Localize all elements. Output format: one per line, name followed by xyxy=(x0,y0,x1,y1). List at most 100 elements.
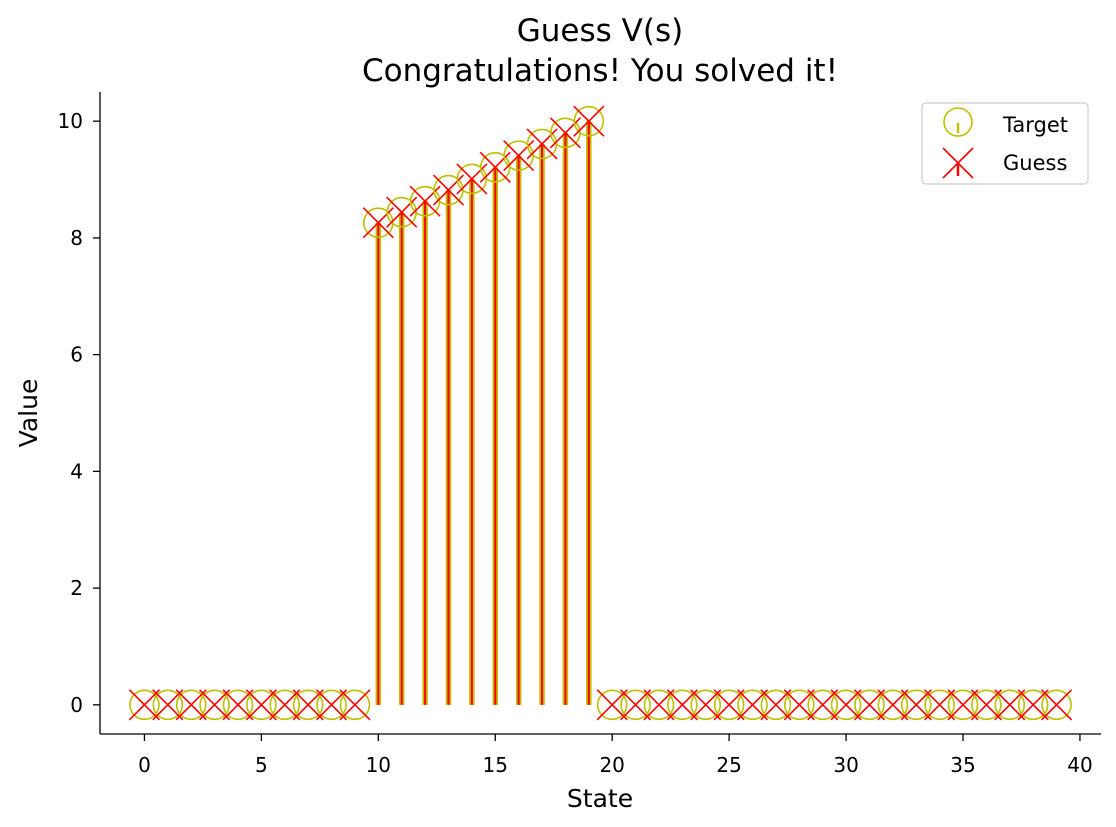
target-point xyxy=(830,689,862,721)
target-point xyxy=(596,689,628,721)
guess-point xyxy=(783,689,815,721)
target-point xyxy=(643,689,675,721)
target-point xyxy=(994,689,1026,721)
guess-point xyxy=(549,117,581,149)
y-tick-label: 2 xyxy=(70,576,83,600)
target-point xyxy=(246,689,277,721)
target-point xyxy=(269,689,301,721)
chart-subtitle: Congratulations! You solved it! xyxy=(362,53,838,89)
target-point xyxy=(1041,689,1072,721)
target-point xyxy=(152,689,184,721)
target-point xyxy=(737,689,768,721)
x-axis-ticks: 0 5 10 15 20 25 30 35 40 xyxy=(138,734,1093,777)
target-point xyxy=(877,689,909,721)
guess-point xyxy=(877,689,909,721)
y-axis-label: Value xyxy=(14,379,43,448)
x-tick-label: 5 xyxy=(255,753,268,777)
x-tick-label: 35 xyxy=(950,753,975,777)
target-point xyxy=(129,689,160,721)
guess-point xyxy=(713,689,745,721)
x-tick-label: 0 xyxy=(138,753,151,777)
guess-point xyxy=(456,163,488,195)
target-point xyxy=(713,689,745,721)
x-tick-label: 30 xyxy=(833,753,858,777)
target-point xyxy=(667,689,698,721)
target-point xyxy=(620,689,651,721)
x-tick-label: 25 xyxy=(716,753,741,777)
guess-point xyxy=(1040,689,1073,721)
guess-point xyxy=(666,689,698,721)
markers-layer xyxy=(128,105,1073,721)
x-tick-label: 20 xyxy=(599,753,624,777)
chart-title: Guess V(s) xyxy=(517,13,683,49)
y-tick-label: 0 xyxy=(70,693,83,717)
legend-box xyxy=(921,102,1089,185)
guess-point xyxy=(1017,689,1049,721)
guess-point xyxy=(128,689,161,721)
target-point xyxy=(971,689,1002,721)
legend-guess-label: Guess xyxy=(1003,151,1067,175)
stems-layer xyxy=(375,121,592,705)
guess-point xyxy=(409,185,441,217)
target-point xyxy=(783,689,815,721)
target-point xyxy=(175,689,207,721)
guess-point xyxy=(643,689,675,721)
guess-point xyxy=(175,689,207,721)
y-tick-label: 4 xyxy=(70,459,83,483)
guess-point xyxy=(339,689,371,721)
x-tick-label: 10 xyxy=(366,753,391,777)
guess-point xyxy=(830,689,862,721)
target-point xyxy=(900,689,932,721)
guess-point xyxy=(479,151,511,183)
guess-point xyxy=(807,689,839,721)
guess-point xyxy=(152,689,184,721)
y-tick-label: 10 xyxy=(58,109,83,133)
target-point xyxy=(947,689,979,721)
guess-point xyxy=(245,689,277,721)
guess-point xyxy=(362,207,394,239)
y-axis-ticks: 0 2 4 6 8 10 xyxy=(58,109,100,717)
guess-point xyxy=(853,689,886,721)
y-tick-label: 6 xyxy=(70,343,83,367)
guess-point xyxy=(620,689,652,721)
guess-point xyxy=(269,689,301,721)
guess-point xyxy=(222,689,254,721)
guess-point xyxy=(292,689,324,721)
target-point xyxy=(690,689,722,721)
guess-point xyxy=(736,689,769,721)
x-tick-label: 15 xyxy=(483,753,508,777)
legend-target-marker xyxy=(943,107,973,137)
legend-guess-marker xyxy=(942,147,974,179)
target-point xyxy=(316,689,347,721)
guess-point xyxy=(432,174,465,206)
guess-point xyxy=(900,689,932,721)
legend-target-label: Target xyxy=(1002,113,1068,137)
guess-point xyxy=(690,689,722,721)
target-point xyxy=(292,689,324,721)
guess-point xyxy=(970,689,1002,721)
target-point xyxy=(807,689,838,721)
target-point xyxy=(924,689,955,721)
target-point xyxy=(854,689,885,721)
target-point xyxy=(760,689,792,721)
guess-point xyxy=(760,689,792,721)
guess-point xyxy=(947,689,979,721)
target-point xyxy=(573,105,605,137)
target-point xyxy=(222,689,254,721)
y-tick-label: 8 xyxy=(70,226,83,250)
target-point xyxy=(339,689,371,721)
guess-point xyxy=(526,128,558,160)
x-axis-label: State xyxy=(567,784,633,813)
x-tick-label: 40 xyxy=(1067,753,1092,777)
guess-point xyxy=(573,105,605,137)
guess-point xyxy=(994,689,1026,721)
guess-point xyxy=(199,689,231,721)
target-point xyxy=(199,689,230,721)
guess-point xyxy=(386,196,418,228)
guess-point xyxy=(924,689,956,721)
guess-point xyxy=(503,140,535,172)
guess-point xyxy=(596,689,628,721)
target-point xyxy=(1017,689,1049,721)
legend: Target Guess xyxy=(921,102,1089,185)
